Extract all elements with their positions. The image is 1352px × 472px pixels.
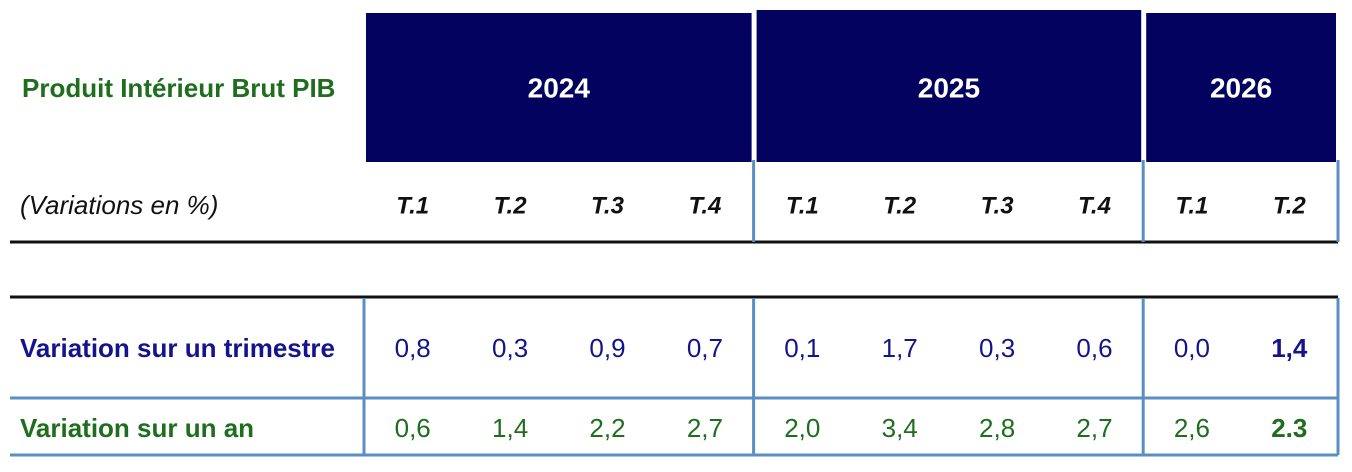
quarter-header: T.2 <box>494 192 528 219</box>
quarter-header: T.4 <box>1078 192 1111 219</box>
cell-value: 2,6 <box>1174 413 1210 443</box>
quarter-header: T.2 <box>1273 192 1307 219</box>
row-label: Variation sur un trimestre <box>20 333 335 363</box>
cell-value: 2,0 <box>784 413 820 443</box>
cell-value: 1,7 <box>882 333 918 363</box>
year-header: 2024 <box>528 72 591 103</box>
cell-value: 0,9 <box>589 333 625 363</box>
quarter-header: T.3 <box>981 192 1015 219</box>
cell-value: 0,7 <box>687 333 723 363</box>
cell-value: 0,8 <box>395 333 431 363</box>
year-header-cell <box>366 13 752 162</box>
year-header: 2025 <box>918 72 980 103</box>
cell-value: 2,2 <box>589 413 625 443</box>
cell-value: 2,7 <box>687 413 723 443</box>
table-title: Produit Intérieur Brut PIB <box>22 73 335 103</box>
cell-value: 0,0 <box>1174 333 1210 363</box>
quarter-header: T.4 <box>688 192 721 219</box>
cell-value: 3,4 <box>882 413 918 443</box>
quarter-header: T.1 <box>1175 192 1208 219</box>
cell-value: 0,6 <box>1076 333 1112 363</box>
year-header: 2026 <box>1210 72 1272 103</box>
year-header-cell <box>756 10 1142 162</box>
quarter-header: T.1 <box>396 192 429 219</box>
quarter-header: T.3 <box>591 192 625 219</box>
cell-value: 0,6 <box>395 413 431 443</box>
cell-value: 0,1 <box>784 333 820 363</box>
cell-value: 2.3 <box>1271 413 1307 443</box>
cell-value: 1,4 <box>492 413 528 443</box>
table-subtitle: (Variations en %) <box>20 190 218 220</box>
cell-value: 1,4 <box>1271 333 1308 363</box>
quarter-header: T.1 <box>786 192 819 219</box>
cell-value: 2,8 <box>979 413 1015 443</box>
row-label: Variation sur un an <box>20 413 254 443</box>
year-header-cell <box>1146 13 1336 162</box>
cell-value: 2,7 <box>1076 413 1112 443</box>
cell-value: 0,3 <box>492 333 528 363</box>
quarter-header: T.2 <box>883 192 917 219</box>
cell-value: 0,3 <box>979 333 1015 363</box>
